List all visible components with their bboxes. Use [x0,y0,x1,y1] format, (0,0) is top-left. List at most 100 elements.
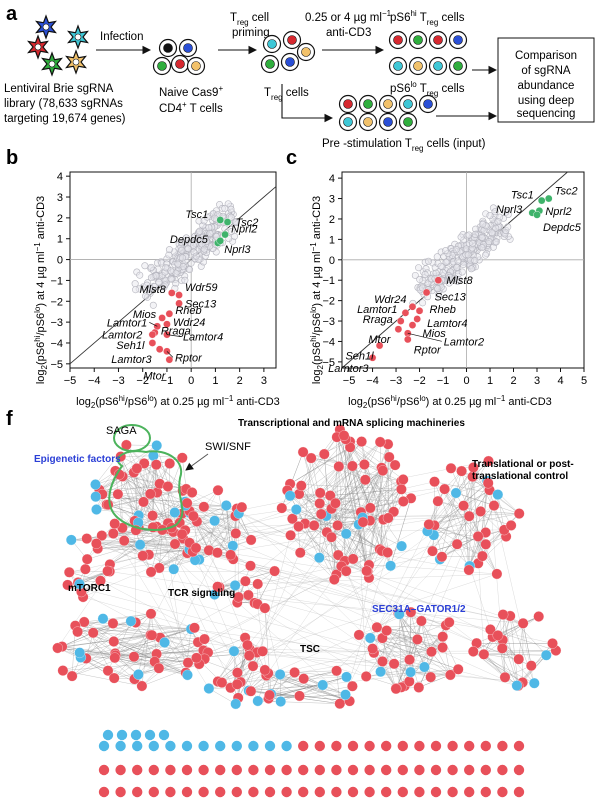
x-tick-label: 2 [237,375,243,387]
red-gene-node [264,689,275,701]
red-gene-node [478,648,490,660]
y-tick-label: −2 [50,296,63,308]
cell-nucleus-icon [301,47,311,57]
blue-gene-node [97,613,109,625]
network-edge [432,529,505,552]
red-gene-node [367,643,378,655]
compare-line-4: using deep [518,95,574,107]
red-gene-node [287,513,298,525]
blue-gene-node [220,500,232,511]
network-edge [158,515,236,669]
background-gene-point [152,272,160,280]
cell-nucleus-icon [403,99,413,109]
x-tick-label: −1 [437,375,450,387]
blue-gene-node [91,504,102,515]
red-gene-node [164,458,176,469]
red-gene-node [347,553,359,565]
network-edge [296,466,339,510]
gene-label-depdc5: Depdc5 [170,234,209,246]
background-gene-point [437,262,445,270]
red-gene-node [397,764,408,776]
network-edge [238,596,524,624]
red-gene-node [331,764,342,776]
cell-nucleus-icon [285,57,295,67]
blue-gene-node [364,632,376,644]
red-gene-node [191,652,202,664]
red-gene-node [138,496,149,508]
cell-nucleus-icon [453,35,463,45]
network-edge [257,529,505,585]
cell-nucleus-icon [363,99,373,109]
network-edge [482,529,505,557]
xlabel-c: log2(pS6hi/pS6lo) at 0.25 µg ml−1 anti-C… [348,394,552,410]
network-edge [226,505,234,546]
blue-gene-node [74,578,85,590]
red-gene-node [347,740,359,752]
x-tick-label: −5 [343,375,356,387]
network-edge [257,603,419,688]
red-gene-node [146,629,158,641]
background-gene-point [458,268,466,276]
y-tick-label: 2 [57,213,63,225]
red-gene-node [243,650,255,661]
blue-gene-node [229,580,241,591]
red-gene-node [547,638,558,649]
red-gene-node [298,673,310,685]
red-gene-node [230,528,242,539]
network-edge [208,550,250,650]
red-gene-node [294,690,305,702]
red-gene-node [165,786,176,798]
mtorc1-label: mTORC1 [68,583,111,594]
panel-b-label: b [6,147,18,169]
network-edge [191,508,238,547]
red-gene-node [182,657,194,669]
network-edge [269,684,323,696]
red-gene-node [445,669,456,681]
network-edge [191,628,374,653]
x-tick-label: 3 [261,375,267,387]
network-edge [380,442,382,551]
background-gene-point [446,273,454,281]
network-edge [187,502,215,521]
red-gene-node [259,664,271,676]
gene-label-nprl3: Nprl3 [496,204,523,216]
gene-label-seh1l: Seh1l [345,351,374,363]
network-edge [196,521,232,557]
plot-frame [341,171,585,369]
red-gene-node [468,462,479,473]
red-gene-node [281,786,292,798]
scatter-plot-b: −5 −4 −3 −2 −1 0 1 2 3−5−4−3−2−101234Tsc1Tsc2Npr… [50,171,277,387]
blue-gene-node [90,479,101,490]
network-edge [193,515,524,624]
red-gene-node [115,764,126,776]
cell-nucleus-icon [163,43,173,53]
network-edge [126,444,189,663]
y-tick-label: 0 [57,255,63,267]
blue-gene-node [98,740,110,752]
virus-core-icon [42,23,50,31]
red-gene-node [496,642,508,654]
blue-gene-node [144,729,156,741]
blue-gene-node [375,666,386,678]
label-leader-line [166,351,174,358]
red-gene-node [452,663,464,675]
red-gene-node [525,660,537,672]
blue-gene-node [492,489,504,500]
scatter-plot-c: −5 −4 −3 −2 −1 0 1 2 3 4 5 −5 −4 −3 −2 −1 0 1 2 3 4 Tsc1 Tsc2 N… [322,171,587,387]
network-edge [518,623,524,660]
prestim-label: Pre -stimulation Treg cells (input) [322,138,486,153]
background-gene-point [433,253,441,261]
cell-nucleus-icon [393,61,403,71]
red-gene-node [240,575,251,587]
network-edge [249,648,547,656]
red-gene-node [416,615,427,627]
translational-label-1: Translational or post- [472,459,574,470]
network-edge [343,435,388,553]
cell-nucleus-icon [183,43,193,53]
network-edge [497,494,505,530]
red-gene-node [66,670,78,682]
background-gene-point [457,233,465,241]
red-gene-node [165,764,176,776]
background-gene-point [479,220,487,228]
network-edge [280,674,350,702]
